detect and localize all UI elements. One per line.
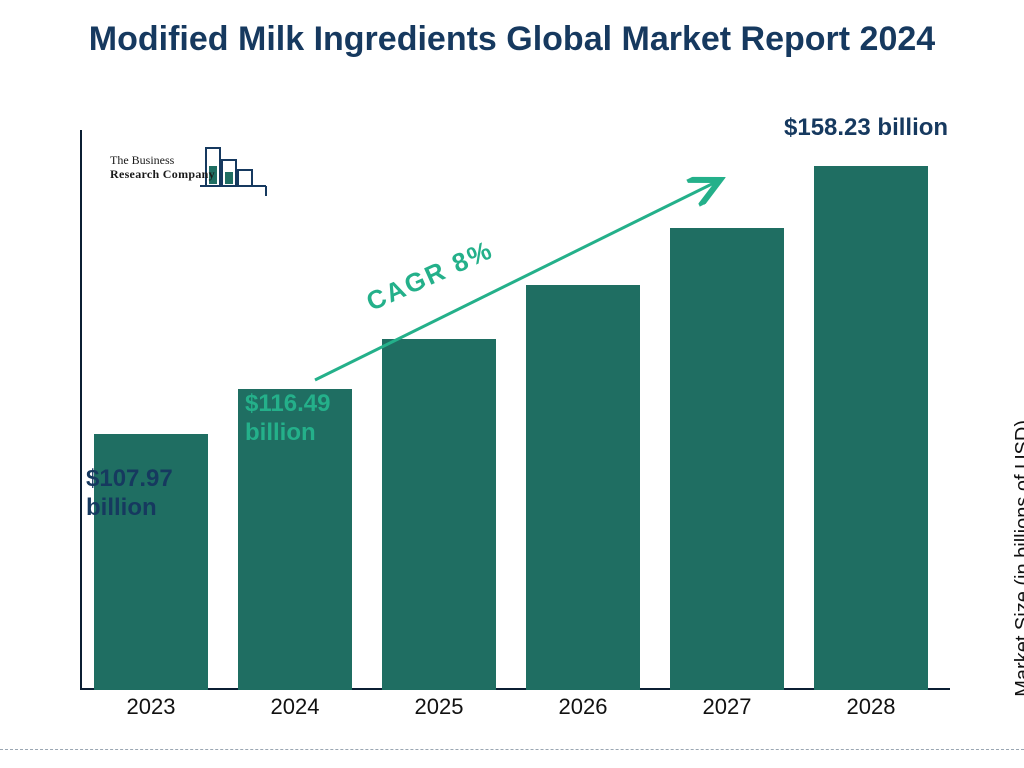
x-tick-label: 2027 [703, 694, 752, 720]
bar [814, 166, 928, 690]
chart-area [80, 130, 950, 690]
x-tick-label: 2026 [559, 694, 608, 720]
bar [526, 285, 640, 690]
value-label: $116.49billion [245, 390, 330, 448]
bottom-divider [0, 749, 1024, 750]
y-axis-label: Market Size (in billions of USD) [1012, 420, 1024, 697]
x-tick-label: 2023 [127, 694, 176, 720]
x-axis-labels: 2023 2024 2025 2026 2027 2028 [80, 694, 950, 724]
x-tick-label: 2025 [415, 694, 464, 720]
value-label: $107.97billion [86, 465, 173, 523]
bar [382, 339, 496, 690]
bar [670, 228, 784, 690]
chart-title: Modified Milk Ingredients Global Market … [0, 0, 1024, 61]
x-tick-label: 2028 [847, 694, 896, 720]
x-tick-label: 2024 [271, 694, 320, 720]
bars-container [80, 130, 950, 690]
value-label: $158.23 billion [784, 114, 948, 143]
